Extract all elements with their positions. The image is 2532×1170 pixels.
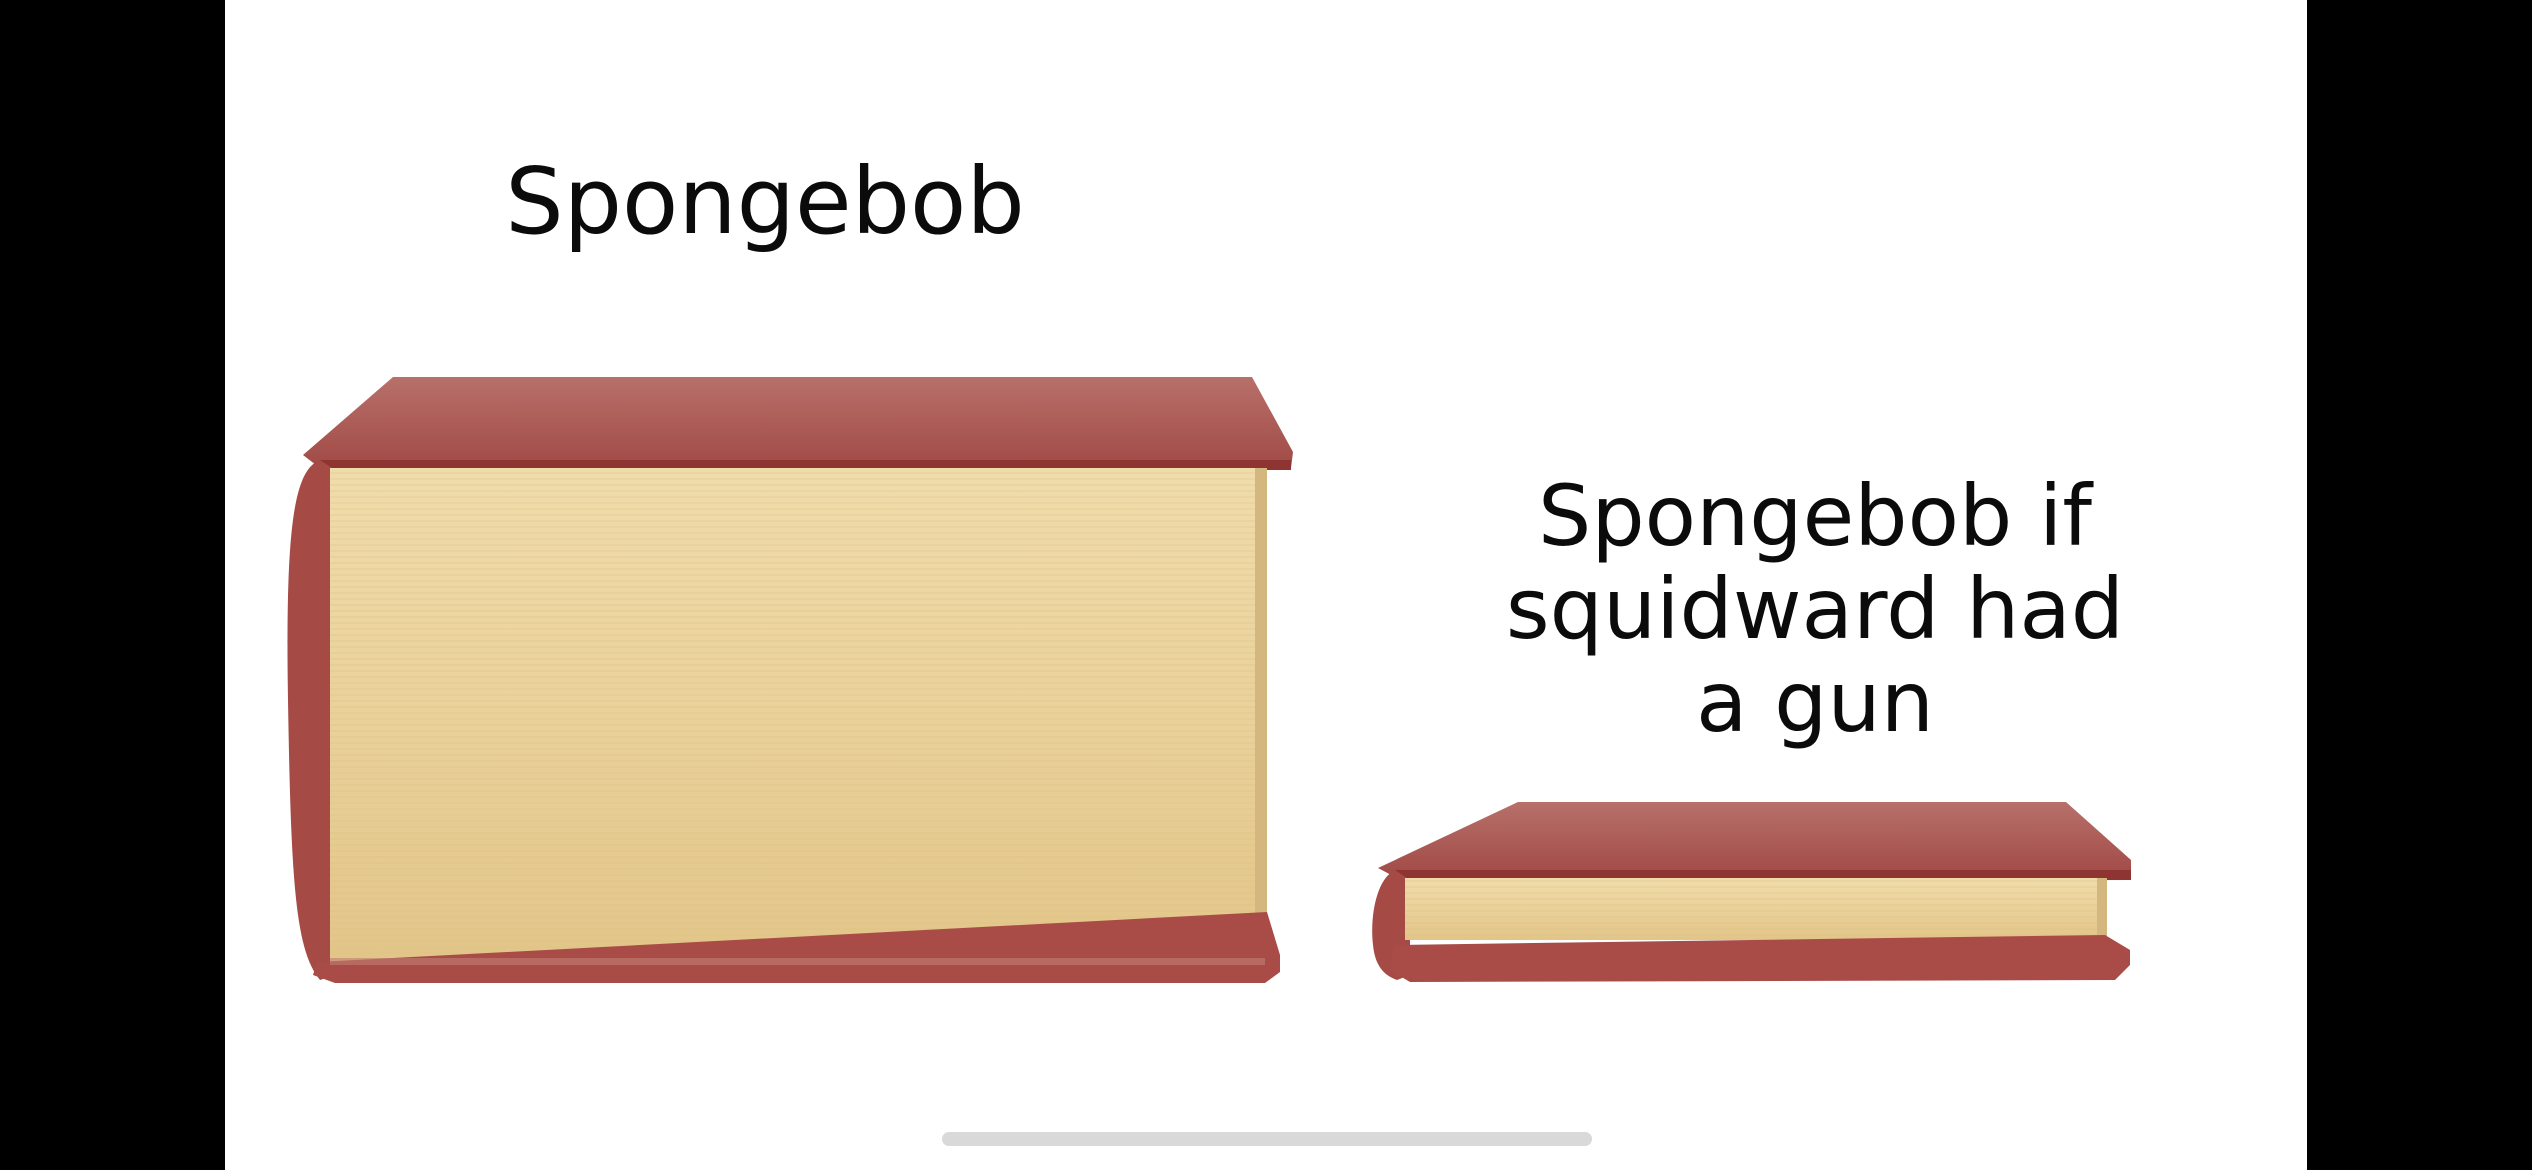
caption-thick-book: Spongebob bbox=[505, 148, 1025, 255]
caption-thin-book-line-1: Spongebob if bbox=[1538, 467, 2092, 565]
caption-thin-book-line-3: a gun bbox=[1696, 653, 1934, 751]
books-illustration bbox=[287, 377, 2131, 983]
home-indicator[interactable] bbox=[942, 1132, 1592, 1146]
thin-book-icon bbox=[1372, 802, 2131, 982]
thick-book-icon bbox=[287, 377, 1293, 983]
caption-thin-book: Spongebob if squidward had a gun bbox=[1455, 470, 2175, 749]
caption-thin-book-line-2: squidward had bbox=[1505, 560, 2125, 658]
meme-image: Spongebob Spongebob if squidward had a g… bbox=[225, 0, 2307, 1170]
